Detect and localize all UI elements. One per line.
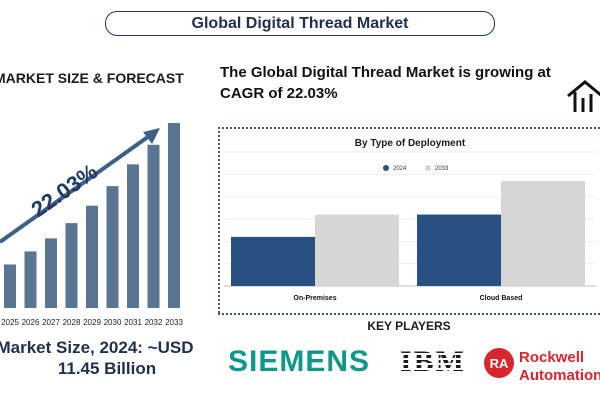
category-label-on-premises: On-Premises <box>293 295 336 302</box>
year-tick-2026: 2026 <box>22 318 40 327</box>
year-tick-2030: 2030 <box>104 318 122 327</box>
market-size-line1: Market Size, 2024: ~USD <box>0 338 194 357</box>
ibm-logo: IBM <box>400 345 466 378</box>
year-tick-2029: 2029 <box>83 318 101 327</box>
deployment-chart-title: By Type of Deployment <box>355 138 466 149</box>
year-tick-2025: 2025 <box>1 318 19 327</box>
forecast-bar-2028 <box>65 223 78 308</box>
divider-bottom <box>218 313 600 315</box>
year-tick-2027: 2027 <box>42 318 60 327</box>
growth-headline: The Global Digital Thread Market is grow… <box>220 64 551 102</box>
legend-marker-2024 <box>383 165 389 171</box>
building-icon <box>567 80 600 112</box>
growth-arrow-line <box>0 132 154 244</box>
year-tick-2032: 2032 <box>145 318 163 327</box>
deployment-bar-chart: By Type of Deployment 2024 2033 On-Premis… <box>224 138 596 302</box>
market-size-heading: MARKET SIZE & FORECAST <box>0 70 184 86</box>
forecast-bar-2032 <box>147 144 160 308</box>
deployment-bar-on-premises-2024 <box>231 236 315 286</box>
rockwell-line1: Rockwell <box>519 349 584 366</box>
divider-top <box>218 127 600 129</box>
legend-label-2024: 2024 <box>393 166 407 172</box>
year-tick-2028: 2028 <box>63 318 81 327</box>
year-tick-2033: 2033 <box>165 318 183 327</box>
rockwell-line2: Automation <box>519 367 600 384</box>
forecast-bar-2033 <box>168 123 180 308</box>
forecast-bar-chart: 2025 2026 2027 2028 2029 2030 2031 2032 2033 22.… <box>0 123 183 327</box>
forecast-bar-2031 <box>127 164 139 308</box>
key-players-heading: KEY PLAYERS <box>367 319 451 333</box>
forecast-bar-2027 <box>45 238 57 308</box>
legend-label-2033: 2033 <box>435 166 449 172</box>
rockwell-mark: RA <box>490 356 509 371</box>
page-title: Global Digital Thread Market <box>105 11 495 36</box>
category-label-cloud-based: Cloud Based <box>480 295 523 302</box>
deployment-bar-cloud-based-2033 <box>501 181 585 286</box>
legend-marker-2033 <box>425 165 431 171</box>
growth-arrow-head <box>143 128 160 144</box>
forecast-bar-2029 <box>86 205 98 308</box>
forecast-bar-2026 <box>24 251 37 308</box>
siemens-logo: SIEMENS <box>228 345 371 378</box>
forecast-bar-2025 <box>4 264 16 308</box>
year-tick-2031: 2031 <box>124 318 142 327</box>
forecast-bar-2030 <box>106 186 119 308</box>
deployment-bar-cloud-based-2024 <box>417 214 501 286</box>
divider-left <box>218 127 220 313</box>
market-size-value: Market Size, 2024: ~USD 11.45 Billion <box>0 337 214 379</box>
deployment-bar-on-premises-2033 <box>315 214 399 286</box>
market-size-line2: 11.45 Billion <box>57 359 157 378</box>
rockwell-automation-logo: RA Rockwell Automation <box>484 348 600 384</box>
